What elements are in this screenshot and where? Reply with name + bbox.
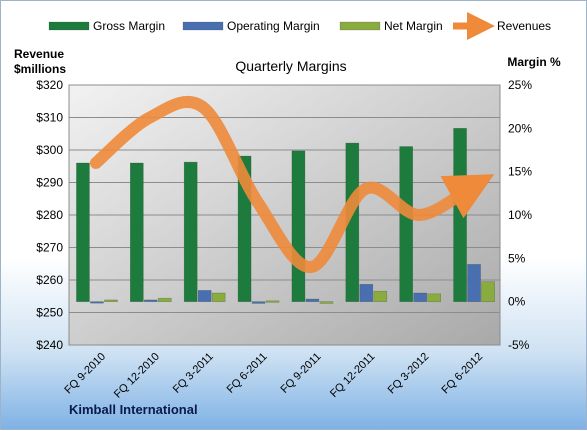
left-tick-label: $290 (36, 176, 63, 190)
bar-gross-margin (453, 128, 467, 302)
bar-operating-margin (413, 292, 427, 302)
bar-net-margin (427, 293, 441, 302)
legend-label: Operating Margin (227, 19, 320, 33)
legend: Gross Margin Operating Margin Net Margin Re… (48, 12, 551, 40)
left-axis-label-line2: $millions (14, 62, 66, 76)
left-tick-label: $320 (36, 78, 63, 92)
bar-operating-margin (359, 284, 374, 302)
right-tick-label: -5% (508, 338, 530, 352)
bar-net-margin (158, 297, 172, 302)
bar-net-margin (373, 290, 388, 302)
bar-net-margin (481, 281, 495, 302)
company-name: Kimball International (69, 402, 198, 417)
left-axis-label-line1: Revenue (14, 47, 64, 61)
legend-label: Net Margin (384, 19, 443, 33)
category-label: FQ 12-2010 (112, 351, 162, 401)
left-tick-label: $300 (36, 143, 63, 157)
bar-operating-margin (197, 290, 212, 302)
bar-operating-margin (144, 299, 158, 302)
right-axis-label: Margin % (507, 55, 561, 69)
right-tick-label: 0% (508, 295, 526, 309)
chart-title: Quarterly Margins (235, 58, 346, 74)
left-tick-label: $280 (36, 208, 63, 222)
revenue-line (89, 95, 495, 273)
category-label: FQ 6-2011 (225, 351, 270, 396)
revenue-line-group (89, 95, 495, 273)
bar-gross-margin (183, 161, 198, 302)
left-axis-ticks: $240 $250 $260 $270 $280 $290 $300 $310 $320 (36, 78, 63, 352)
right-tick-label: 15% (508, 165, 532, 179)
left-tick-label: $240 (36, 338, 63, 352)
category-label: FQ 3-2012 (386, 351, 432, 397)
left-tick-label: $310 (36, 111, 63, 125)
legend-swatch (339, 21, 381, 31)
bar-net-margin (319, 301, 334, 304)
legend-label: Revenues (497, 19, 551, 33)
left-tick-label: $270 (36, 241, 63, 255)
bar-net-margin (104, 299, 118, 302)
category-label: FQ 12-2011 (328, 351, 377, 400)
category-label: FQ 3-2011 (171, 351, 216, 396)
bars (76, 128, 495, 304)
legend-swatch (48, 21, 90, 31)
right-tick-label: 5% (508, 251, 526, 265)
category-label: FQ 9-2011 (278, 351, 323, 396)
legend-swatch (182, 21, 224, 31)
category-label: FQ 6-2012 (440, 351, 486, 397)
right-axis-ticks: -5% 0% 5% 10% 15% 20% 25% (508, 78, 532, 352)
bar-operating-margin (305, 298, 320, 302)
bar-operating-margin (467, 264, 481, 302)
bar-gross-margin (291, 150, 306, 302)
left-tick-label: $260 (36, 273, 63, 287)
legend-label: Gross Margin (93, 19, 165, 33)
right-tick-label: 20% (508, 121, 532, 135)
bar-operating-margin (90, 301, 104, 304)
bar-operating-margin (251, 301, 266, 304)
bar-gross-margin (130, 162, 144, 302)
bar-net-margin (265, 300, 280, 303)
bar-gross-margin (76, 162, 90, 302)
right-tick-label: 10% (508, 208, 532, 222)
left-tick-label: $250 (36, 306, 63, 320)
category-label: FQ 9-2010 (62, 351, 108, 397)
right-tick-label: 25% (508, 78, 532, 92)
bar-gross-margin (399, 146, 413, 302)
bar-net-margin (211, 292, 226, 302)
category-labels: FQ 9-2010 FQ 12-2010 FQ 3-2011 FQ 6-2011 FQ … (62, 351, 485, 401)
